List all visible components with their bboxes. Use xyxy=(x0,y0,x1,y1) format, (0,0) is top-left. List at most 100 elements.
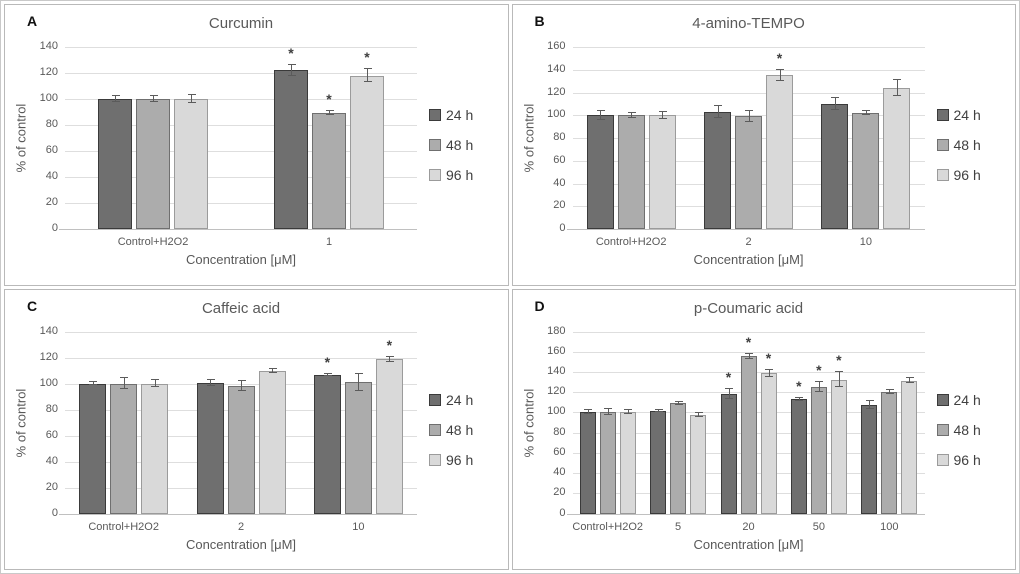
x-axis-title: Concentration [μM] xyxy=(185,252,297,267)
y-tick-label: 0 xyxy=(559,506,566,519)
legend-swatch-96h xyxy=(429,169,441,181)
legend-label: 48 h xyxy=(953,137,981,153)
gridline xyxy=(572,92,925,94)
significance-asterisk: * xyxy=(836,352,842,369)
chart-title-curcumin: Curcumin xyxy=(208,15,274,32)
bar-96h-5 xyxy=(690,415,707,514)
error-bar-line xyxy=(291,65,292,76)
error-bar-cap-top xyxy=(745,109,753,111)
error-bar-line xyxy=(658,410,660,413)
error-bar-line xyxy=(896,80,898,96)
error-bar-line xyxy=(154,379,156,388)
legend-item: 96 h xyxy=(936,167,981,183)
error-bar-cap-bottom xyxy=(694,416,703,418)
error-bar-cap-bottom xyxy=(658,117,667,119)
legend-swatch-24h xyxy=(429,109,441,121)
error-bar-cap-top xyxy=(596,109,605,111)
y-tick-label: 20 xyxy=(45,196,58,208)
error-bar-cap-bottom xyxy=(604,414,613,416)
gridline xyxy=(65,99,417,100)
legend-label: 24 h xyxy=(446,107,474,123)
bar-48h-Control+H2O2 xyxy=(617,115,645,229)
error-bar-cap-top xyxy=(120,377,129,379)
y-tick-label: 120 xyxy=(547,385,566,398)
panel-letter-d: D xyxy=(534,297,545,314)
x-tick-label: 2 xyxy=(237,520,245,533)
legend-swatch-96h xyxy=(936,169,949,181)
y-tick-label: 120 xyxy=(39,66,58,78)
y-tick-label: 160 xyxy=(547,40,566,52)
bar-96h-Control+H2O2 xyxy=(141,383,169,514)
bar-24h-Control+H2O2 xyxy=(98,99,132,229)
error-bar-cap-top xyxy=(714,105,722,107)
error-bar-cap-bottom xyxy=(714,116,722,118)
gridline xyxy=(65,151,417,152)
error-bar-cap-bottom xyxy=(187,101,196,103)
error-bar-cap-bottom xyxy=(89,384,98,386)
significance-asterisk: * xyxy=(725,369,732,386)
x-axis-line xyxy=(566,229,925,230)
error-bar-cap-bottom xyxy=(885,392,894,394)
x-tick-label: 50 xyxy=(812,520,826,533)
plot-area: 0 20 40 60 80 100 120 140 Control+H2O2 2 10 * * xyxy=(40,325,417,533)
error-bar-cap-top xyxy=(795,396,804,398)
bar-48h-2 xyxy=(227,386,255,514)
x-tick-label: 2 xyxy=(745,236,752,248)
error-bar-cap-top xyxy=(237,379,246,381)
y-tick-label: 140 xyxy=(39,40,58,52)
error-bar-cap-top xyxy=(658,110,667,112)
y-tick-label: 40 xyxy=(553,466,566,479)
significance-asterisk: * xyxy=(326,91,332,108)
error-bar-line xyxy=(272,369,273,374)
bar-48h-Control+H2O2 xyxy=(110,383,138,514)
error-bar-line xyxy=(717,106,719,118)
y-tick-label: 60 xyxy=(553,153,566,166)
x-tick-label: 1 xyxy=(325,236,333,248)
error-bar-cap-top xyxy=(725,388,733,390)
error-bar-cap-bottom xyxy=(325,114,334,116)
error-bar-cap-top xyxy=(835,371,844,373)
y-axis-title: % of control xyxy=(13,388,29,457)
y-tick-label: 100 xyxy=(547,108,566,121)
y-tick-label: 0 xyxy=(51,506,58,519)
significance-asterisk: * xyxy=(288,45,294,62)
bar-48h-100 xyxy=(881,391,898,514)
bar-24h-2 xyxy=(196,382,224,514)
error-bar-cap-top xyxy=(151,378,160,380)
significance-asterisk: * xyxy=(776,49,783,66)
error-bar-cap-bottom xyxy=(776,80,784,82)
bar-48h-50 xyxy=(810,386,827,514)
bar-96h-10 xyxy=(883,87,911,229)
error-bar-cap-bottom xyxy=(363,81,372,83)
x-axis-line xyxy=(566,513,925,515)
legend-item: 96 h xyxy=(429,167,473,183)
error-bar-cap-top xyxy=(363,68,372,70)
y-tick-label: 60 xyxy=(45,144,58,156)
legend-label: 96 h xyxy=(446,167,474,183)
x-axis-line xyxy=(59,229,417,230)
error-bar-cap-top xyxy=(325,110,334,112)
error-bar-line xyxy=(798,397,800,401)
legend: 24 h 48 h 96 h xyxy=(936,392,981,468)
y-tick-label: 20 xyxy=(553,199,566,212)
error-bar-cap-bottom xyxy=(111,100,120,102)
error-bar-cap-bottom xyxy=(624,413,633,415)
legend-swatch-48h xyxy=(429,423,441,436)
error-bar-cap-top xyxy=(893,79,902,80)
chart-title-p-coumaric-acid: p-Coumaric acid xyxy=(693,299,804,317)
error-bar-line xyxy=(728,389,730,400)
x-tick-label: 100 xyxy=(880,520,899,533)
error-bar-line xyxy=(210,379,211,387)
legend-swatch-48h xyxy=(936,139,949,151)
y-tick-label: 40 xyxy=(45,454,58,467)
legend-label: 48 h xyxy=(446,421,474,438)
bar-24h-1 xyxy=(274,70,308,229)
bar-48h-20 xyxy=(740,356,757,514)
error-bar-cap-top xyxy=(624,409,633,411)
error-bar-line xyxy=(865,110,867,116)
legend-label: 24 h xyxy=(953,107,981,123)
y-tick-label: 140 xyxy=(39,324,58,337)
y-tick-label: 0 xyxy=(559,222,566,234)
x-tick-label: 20 xyxy=(742,520,755,533)
error-bar-line xyxy=(768,370,770,377)
